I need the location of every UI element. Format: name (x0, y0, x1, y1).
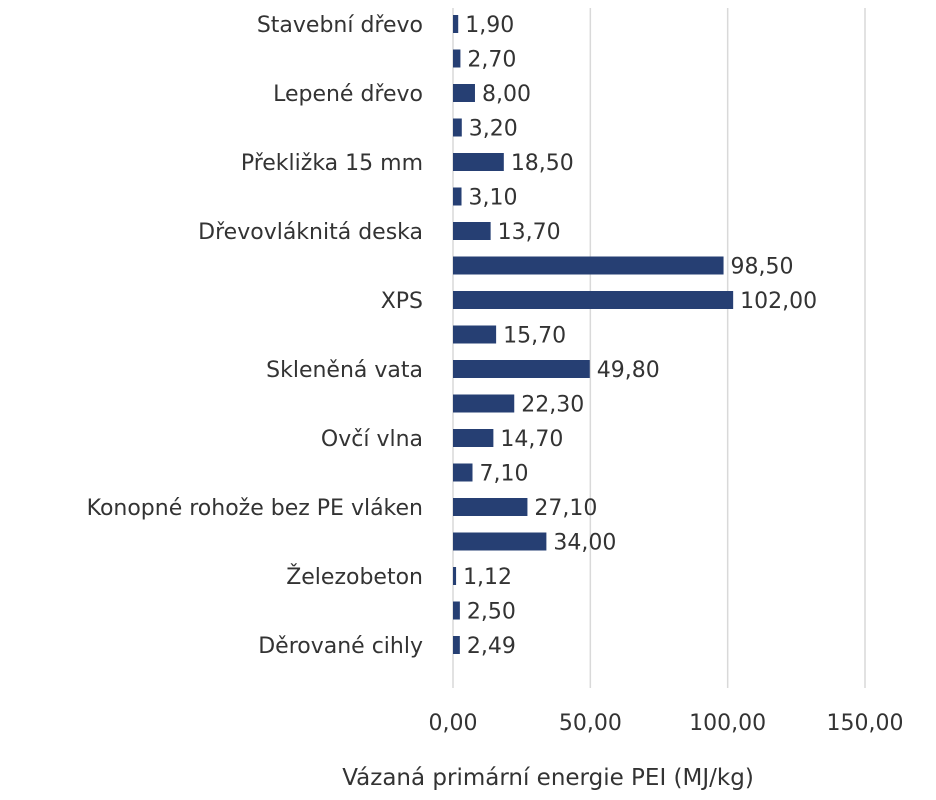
value-label-0: 1,90 (465, 13, 514, 38)
bar-4 (453, 153, 504, 171)
x-tick-label-0: 0,00 (429, 711, 478, 736)
bars (453, 15, 734, 654)
category-label-0: Stavební dřevo (257, 13, 423, 38)
bar-8 (453, 291, 734, 309)
x-tick-label-3: 150,00 (827, 711, 904, 736)
bar-1 (453, 49, 461, 68)
bar-14 (453, 498, 528, 516)
category-label-16: Železobeton (286, 564, 423, 590)
bar-3 (453, 118, 462, 137)
category-label-14: Konopné rohože bez PE vláken (87, 496, 423, 521)
value-label-2: 8,00 (482, 82, 531, 107)
value-label-16: 1,12 (463, 565, 512, 590)
bar-6 (453, 222, 491, 240)
value-label-12: 14,70 (500, 427, 563, 452)
value-label-6: 13,70 (498, 220, 561, 245)
value-label-10: 49,80 (597, 358, 660, 383)
category-label-12: Ovčí vlna (321, 427, 423, 452)
x-tick-labels: 0,00 50,00 100,00 150,00 (429, 711, 904, 736)
bar-7 (453, 256, 724, 275)
bar-5 (453, 187, 462, 206)
x-axis-title: Vázaná primární energie PEI (MJ/kg) (342, 765, 754, 791)
bar-16 (453, 567, 457, 585)
category-label-8: XPS (381, 289, 423, 314)
value-label-15: 34,00 (553, 531, 616, 556)
value-label-5: 3,10 (469, 186, 518, 211)
bar-9 (453, 325, 497, 344)
category-label-10: Skleněná vata (266, 358, 423, 383)
value-label-8: 102,00 (740, 289, 817, 314)
bar-15 (453, 532, 547, 551)
bar-13 (453, 463, 473, 482)
x-tick-label-2: 100,00 (689, 711, 766, 736)
category-label-2: Lepené dřevo (273, 82, 423, 107)
x-tick-label-1: 50,00 (559, 711, 622, 736)
bar-17 (453, 601, 460, 620)
bar-18 (453, 636, 460, 654)
value-label-13: 7,10 (480, 462, 529, 487)
value-label-17: 2,50 (467, 600, 516, 625)
category-label-4: Překližka 15 mm (241, 151, 423, 176)
category-labels: Stavební dřevo Lepené dřevo Překližka 15 m… (87, 13, 423, 659)
bar-10 (453, 360, 590, 378)
bar-12 (453, 429, 494, 447)
value-labels: 1,90 2,70 8,00 3,20 18,50 3,10 13,70 98,50 102,0… (463, 13, 817, 659)
value-label-11: 22,30 (521, 393, 584, 418)
bar-2 (453, 84, 475, 102)
category-label-6: Dřevovláknitá deska (198, 220, 423, 245)
value-label-1: 2,70 (467, 48, 516, 73)
value-label-4: 18,50 (511, 151, 574, 176)
value-label-14: 27,10 (534, 496, 597, 521)
bar-11 (453, 394, 515, 413)
bar-0 (453, 15, 459, 33)
value-label-9: 15,70 (503, 324, 566, 349)
value-label-18: 2,49 (467, 634, 516, 659)
category-label-18: Děrované cihly (258, 634, 423, 659)
value-label-7: 98,50 (731, 255, 794, 280)
value-label-3: 3,20 (469, 117, 518, 142)
